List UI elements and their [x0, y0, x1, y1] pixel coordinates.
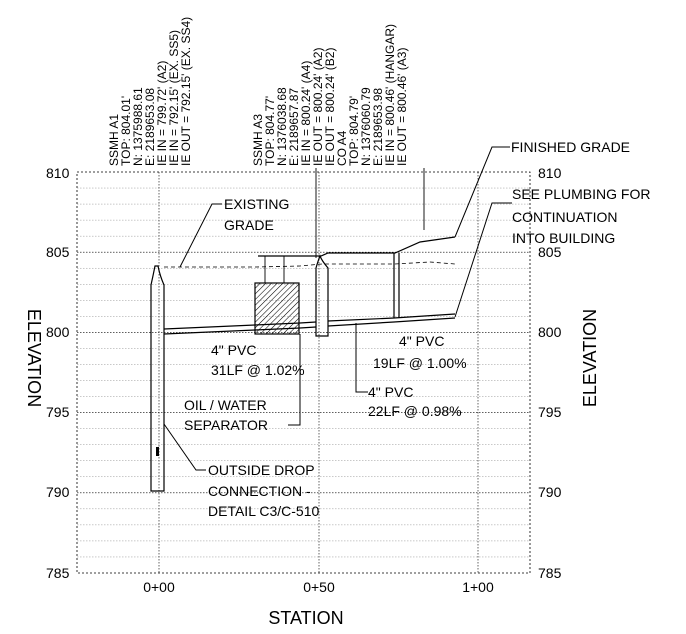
y-tick-left-785: 785: [46, 565, 70, 581]
ssmh-a3-line-3: N: 1376038.68: [275, 87, 289, 166]
x-tick-0: 0+00: [143, 579, 175, 595]
drop-line-2: CONNECTION -: [208, 483, 311, 499]
x-tick-100: 1+00: [462, 579, 494, 595]
y-tick-right-790: 790: [538, 484, 562, 500]
see-plumbing-line-2: CONTINUATION: [512, 209, 618, 225]
profile-frame: [76, 171, 531, 574]
ssmh-a1-manhole: [150, 265, 165, 492]
co-a4-line-3: N: 1376060.79: [359, 87, 373, 166]
drop-line-3: DETAIL C3/C-510: [208, 503, 319, 519]
elevation-grid: [77, 187, 530, 558]
y-tick-left-805: 805: [46, 244, 70, 260]
oil-water-separator: [254, 282, 300, 335]
y-tick-right-785: 785: [538, 565, 562, 581]
x-tick-50: 0+50: [303, 579, 335, 595]
ssmh-a1-line-4: E: 2189653.08: [143, 88, 157, 166]
finished-grade-leader: [454, 146, 510, 238]
pipe-3-leader: [355, 323, 368, 393]
ssmh-a3-line-6: IE OUT = 800.24' (A2): [311, 48, 325, 166]
separator-leader: [288, 334, 301, 426]
drop-line-1: OUTSIDE DROP: [208, 462, 315, 478]
ssmh-a1-label: SSMH A1 TOP: 804.01' N: 1375988.61 E: 21…: [107, 17, 193, 166]
see-plumbing-line-3: INTO BUILDING: [512, 230, 615, 246]
co-a4-line-1: CO A4: [335, 130, 349, 166]
y-tick-left-810: 810: [46, 165, 70, 181]
y-tick-left-790: 790: [46, 484, 70, 500]
ssmh-a3-co-a4-label: SSMH A3 TOP: 804.77' N: 1376038.68 E: 21…: [251, 24, 409, 166]
co-a4-line-5: IE IN = 800.46' (HANGAR): [383, 24, 397, 166]
finished-grade-label: FINISHED GRADE: [511, 139, 630, 155]
pipe-a2-top: [163, 321, 317, 330]
y-axis-title-left: ELEVATION: [24, 309, 44, 407]
separator-line-1: OIL / WATER: [184, 397, 267, 413]
y-tick-left-795: 795: [46, 404, 70, 420]
separator-line-2: SEPARATOR: [184, 417, 268, 433]
co-a4-line-2: TOP: 804.79': [347, 96, 361, 166]
pipe-3-size: 4" PVC: [368, 384, 413, 400]
ssmh-a3-line-1: SSMH A3: [251, 114, 265, 166]
existing-grade-line-2: GRADE: [224, 217, 274, 233]
co-a4-line-6: IE OUT = 800.46' (A3): [395, 48, 409, 166]
ssmh-a3-manhole: [315, 254, 329, 337]
y-tick-right-805: 805: [538, 244, 562, 260]
y-tick-right-800: 800: [538, 324, 562, 340]
y-axis-title-right: ELEVATION: [580, 309, 600, 407]
pipe-2-length: 19LF @ 1.00%: [373, 355, 467, 371]
ssmh-a1-line-6: IE IN = 792.15' (EX. SS5): [167, 30, 181, 166]
ssmh-a1-line-7: IE OUT = 792.15' (EX. SS4): [179, 17, 193, 166]
ssmh-a1-line-5: IE IN = 799.72' (A2): [155, 61, 169, 166]
drop-leader: [163, 423, 206, 471]
ssmh-a3-line-2: TOP: 804.77': [263, 96, 277, 166]
pipe-2-size: 4" PVC: [399, 333, 444, 349]
pipe-a2-bottom: [163, 326, 317, 335]
ssmh-a3-line-7: IE OUT = 800.24' (B2): [323, 48, 337, 166]
x-axis-title: STATION: [268, 608, 343, 628]
ssmh-a1-line-1: SSMH A1: [107, 114, 121, 166]
co-a4-line-4: E: 2189653.98: [371, 88, 385, 166]
ssmh-a1-line-2: TOP: 804.01': [119, 96, 133, 166]
existing-grade-line-1: EXISTING: [224, 196, 289, 212]
see-plumbing-leader: [454, 202, 512, 318]
existing-grade-leader: [179, 203, 222, 268]
y-tick-left-800: 800: [46, 324, 70, 340]
ssmh-a3-line-5: IE IN = 800.24' (A4): [299, 61, 313, 166]
pipe-1-size: 4" PVC: [211, 342, 256, 358]
see-plumbing-line-1: SEE PLUMBING FOR: [512, 186, 650, 202]
ssmh-a3-line-4: E: 2189657.87: [287, 88, 301, 166]
pipe-a3-top: [327, 313, 456, 322]
pipe-a3-bottom: [327, 317, 456, 327]
ssmh-a1-line-3: N: 1375988.61: [131, 87, 145, 166]
y-tick-right-810: 810: [538, 165, 562, 181]
pipe-3-length: 22LF @ 0.98%: [368, 403, 462, 419]
existing-grade-line: [164, 261, 456, 268]
ssmh-a1-drop-mark: [156, 447, 159, 456]
y-tick-right-795: 795: [538, 404, 562, 420]
pipe-1-length: 31LF @ 1.02%: [211, 362, 305, 378]
finished-grade-line: [258, 236, 456, 257]
